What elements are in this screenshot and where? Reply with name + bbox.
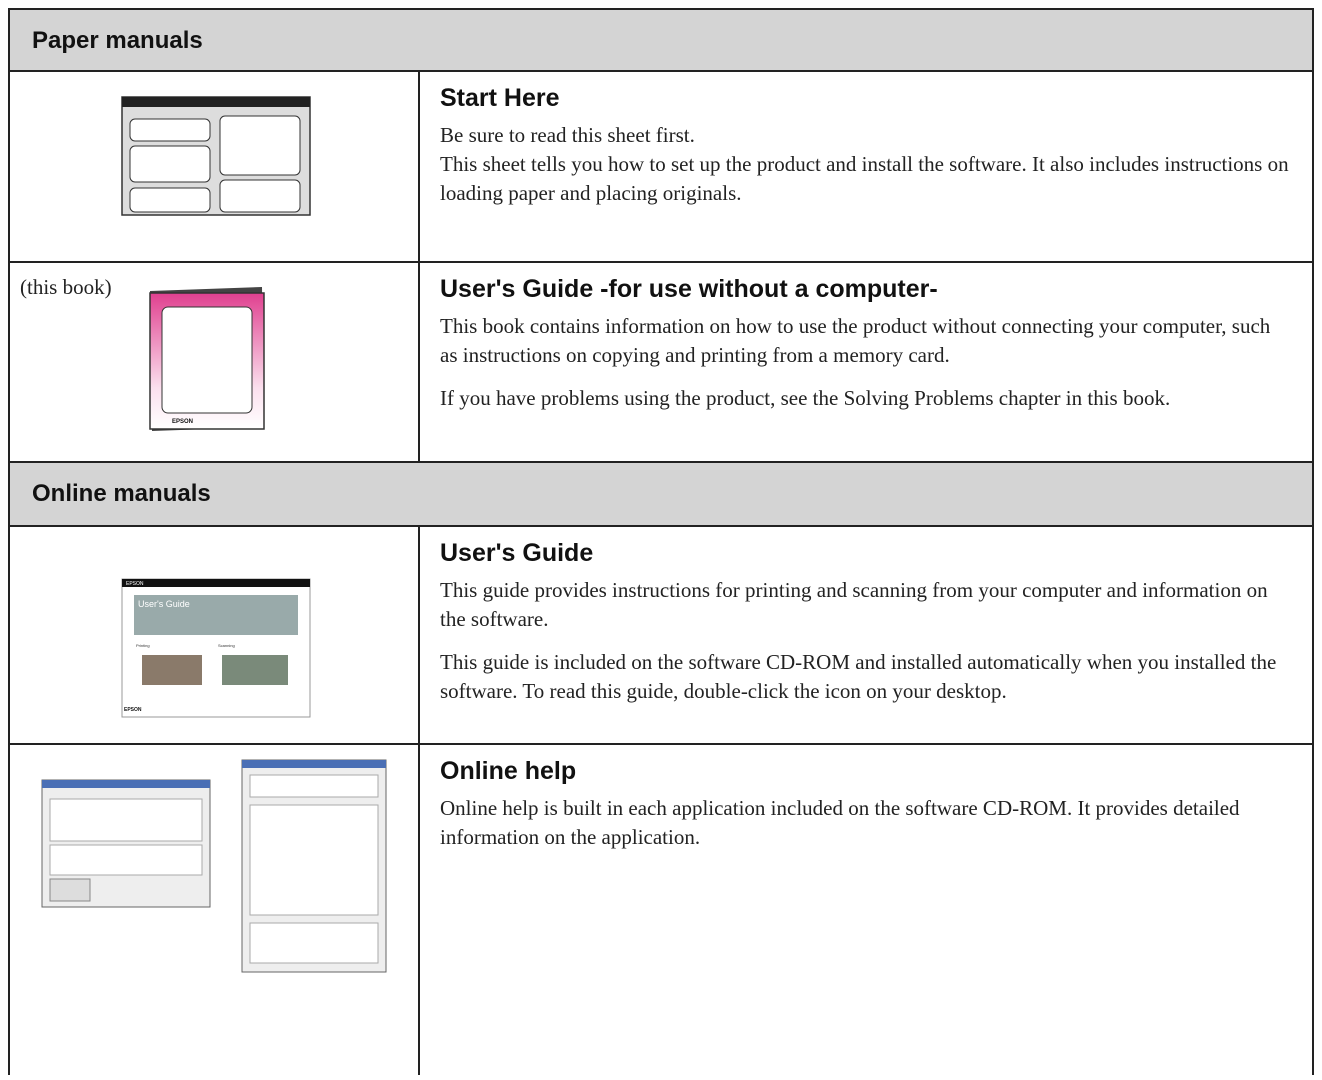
image-cell: EPSON (this book) — [10, 263, 420, 461]
image-label: User's Guide — [138, 599, 190, 609]
image-label: EPSON — [124, 707, 142, 713]
table-row: Start Here Be sure to read this sheet fi… — [10, 72, 1312, 263]
paragraph: This guide is included on the software C… — [440, 650, 1277, 703]
manuals-table: Paper manuals Start Here Be sure to read… — [8, 8, 1314, 1075]
booklet-illustration: EPSON — [149, 287, 265, 431]
table-row: EPSON User's Guide Printing Scanning EPS… — [10, 527, 1312, 745]
section-header: Paper manuals — [10, 10, 1312, 72]
line: Be sure to read this sheet first. — [440, 123, 695, 147]
paragraph: This guide provides instructions for pri… — [440, 578, 1268, 631]
image-label: Scanning — [218, 643, 235, 648]
image-label: Printing — [136, 643, 150, 648]
paragraph: If you have problems using the product, … — [440, 386, 1171, 410]
line: This sheet tells you how to set up the p… — [440, 152, 1289, 205]
text-cell: Online help Online help is built in each… — [420, 745, 1312, 1075]
dialog-illustrations — [41, 759, 387, 973]
item-heading: User's Guide — [440, 539, 594, 567]
paragraph: Online help is built in each application… — [440, 796, 1240, 849]
image-cell — [10, 745, 420, 1075]
text-cell: User's Guide This guide provides instruc… — [420, 527, 1312, 743]
sheet-illustration — [121, 96, 311, 216]
paragraph: This book contains information on how to… — [440, 314, 1271, 367]
item-heading: Online help — [440, 757, 577, 785]
image-cell: EPSON User's Guide Printing Scanning EPS… — [10, 527, 420, 743]
image-label: EPSON — [126, 581, 144, 587]
text-cell: Start Here Be sure to read this sheet fi… — [420, 72, 1312, 261]
table-row: EPSON (this book) User's Guide -for use … — [10, 263, 1312, 463]
item-heading: User's Guide -for use without a computer… — [440, 275, 938, 303]
text-cell: User's Guide -for use without a computer… — [420, 263, 1312, 461]
item-heading: Start Here — [440, 84, 560, 112]
image-label: EPSON — [172, 419, 193, 425]
caption: (this book) — [20, 275, 112, 299]
table-row: Online help Online help is built in each… — [10, 745, 1312, 1075]
image-cell — [10, 72, 420, 261]
section-header: Online manuals — [10, 463, 1312, 527]
guide-illustration: EPSON User's Guide Printing Scanning EPS… — [121, 578, 311, 718]
